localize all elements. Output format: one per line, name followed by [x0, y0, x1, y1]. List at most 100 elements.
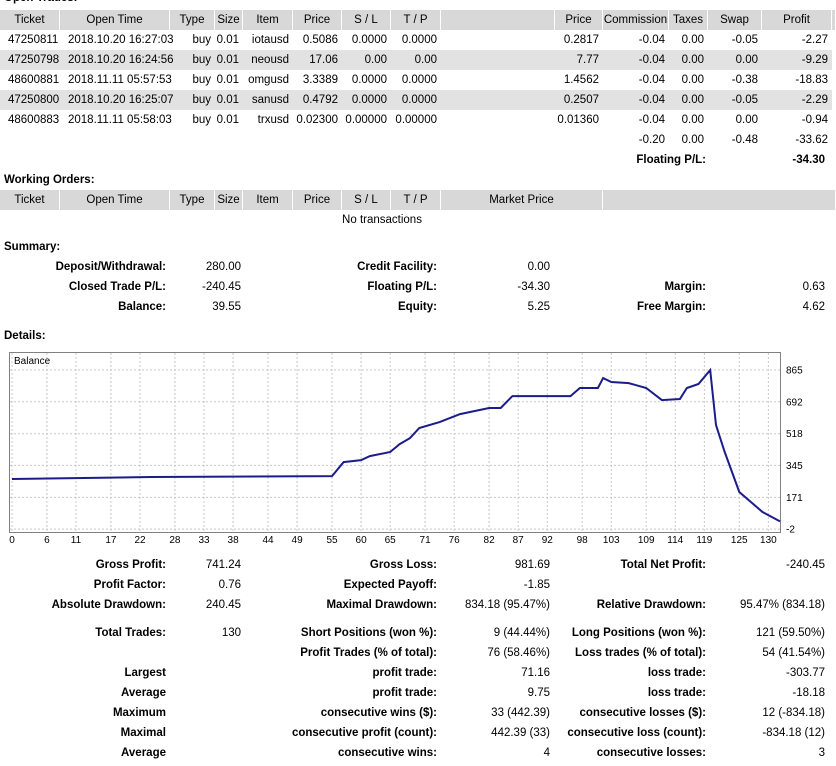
x-tick-label: 33 [198, 535, 210, 546]
total-cell: -0.20 [638, 134, 665, 146]
stat-label: Equity: [398, 301, 437, 313]
stat-value: 121 (59.50%) [755, 627, 825, 639]
header-blank [603, 190, 836, 210]
row-background [0, 90, 832, 110]
column-header: Price [293, 10, 342, 30]
stat-value: 4.62 [802, 301, 825, 313]
section-title: Summary: [4, 241, 61, 253]
table-cell: -9.29 [801, 54, 828, 66]
table-cell: 48600883 [8, 114, 60, 126]
table-cell: 0.01360 [557, 114, 599, 126]
stat-label: profit trade: [372, 667, 437, 679]
x-tick-label: 125 [731, 535, 748, 546]
x-tick-label: 38 [228, 535, 240, 546]
table-cell: 2018.10.20 16:25:07 [68, 94, 174, 106]
column-header: Profit [762, 10, 832, 30]
table-cell: 0.00 [681, 94, 704, 106]
table-cell: 0.01 [216, 114, 239, 126]
stat-label: Maximal Drawdown: [326, 599, 437, 611]
column-header: Swap [708, 10, 762, 30]
column-header: Item [243, 190, 293, 210]
balance-chart: 0 6 11 17 22 28 33 38 44 49 55 60 65 71 76 82 87 92 98 103 1… [9, 352, 803, 546]
table-cell: 0.00 [364, 54, 387, 66]
table-cell: 3.3389 [302, 74, 338, 86]
stat-value: 9 (44.44%) [493, 627, 550, 639]
table-cell: 0.00 [414, 54, 437, 66]
stat-value: 5.25 [527, 301, 550, 313]
x-tick-label: 119 [696, 535, 712, 546]
stat-label: Absolute Drawdown: [51, 599, 166, 611]
x-tick-label: 87 [513, 535, 525, 546]
x-tick-label: 6 [44, 535, 50, 546]
table-cell: -0.38 [731, 74, 758, 86]
stat-value: 12 (-834.18) [762, 707, 825, 719]
stat-label: consecutive losses: [596, 747, 706, 759]
row-background [0, 50, 832, 70]
total-cell: -33.62 [795, 134, 828, 146]
y-tick-label: -2 [786, 525, 795, 536]
column-header: Market Price [441, 190, 603, 210]
stat-value: 0.00 [527, 261, 550, 273]
table-cell: trxusd [257, 114, 289, 126]
x-tick-label: 11 [71, 535, 82, 546]
x-tick-label: 92 [542, 535, 554, 546]
stat-value: 71.16 [521, 667, 550, 679]
column-header: Ticket [0, 10, 60, 30]
stat-value: 280.00 [205, 261, 241, 273]
x-tick-label: 103 [603, 535, 620, 546]
table-cell: sanusd [251, 94, 289, 106]
stat-label: Closed Trade P/L: [68, 281, 166, 293]
table-cell: 0.02300 [296, 114, 338, 126]
stat-value: 0.76 [218, 579, 241, 591]
x-tick-label: 130 [760, 535, 777, 546]
header-blank [832, 10, 836, 30]
x-tick-label: 109 [638, 535, 655, 546]
empty-message: No transactions [342, 214, 422, 226]
stat-label: Balance: [118, 301, 166, 313]
stat-label: Short Positions (won %): [300, 627, 437, 639]
stat-label: loss trade: [647, 667, 706, 679]
table-cell: 0.00 [681, 74, 704, 86]
column-header: Size [215, 10, 243, 30]
table-cell: 2018.10.20 16:27:03 [68, 34, 174, 46]
plot-area [9, 352, 781, 533]
table-cell: -0.05 [731, 94, 758, 106]
stat-label: Expected Payoff: [343, 579, 437, 591]
stat-value: 442.39 (33) [491, 727, 550, 739]
stat-value: 981.69 [514, 559, 550, 571]
x-tick-label: 55 [326, 535, 338, 546]
stat-label: Loss trades (% of total): [575, 647, 706, 659]
column-header: Price [555, 10, 603, 30]
x-tick-label: 98 [577, 535, 589, 546]
stat-label: Margin: [664, 281, 706, 293]
column-header: Type [170, 190, 215, 210]
table-cell: 0.00 [681, 114, 704, 126]
x-tick-label: 44 [262, 535, 274, 546]
x-tick-label: 28 [169, 535, 181, 546]
stat-label: loss trade: [647, 687, 706, 699]
stat-label: Free Margin: [636, 301, 706, 313]
table-cell: 0.4792 [302, 94, 338, 106]
stat-value: 9.75 [527, 687, 550, 699]
x-tick-label: 22 [134, 535, 146, 546]
table-cell: 0.0000 [351, 74, 387, 86]
table-cell: -0.94 [801, 114, 828, 126]
table-cell: 2018.11.11 05:57:53 [68, 74, 172, 86]
x-tick-label: 60 [356, 535, 368, 546]
stat-value: 741.24 [205, 559, 241, 571]
table-cell: -2.27 [801, 34, 828, 46]
stat-value: 240.45 [205, 599, 241, 611]
x-tick-label: 82 [484, 535, 496, 546]
column-header: Size [215, 190, 243, 210]
stat-value: 130 [221, 627, 241, 639]
floating-label: Floating P/L: [636, 154, 706, 166]
stat-label: Deposit/Withdrawal: [55, 261, 166, 273]
y-tick-label: 518 [786, 429, 803, 440]
y-tick-label: 171 [786, 493, 803, 504]
stat-value: -834.18 (12) [762, 727, 825, 739]
x-tick-label: 65 [385, 535, 397, 546]
table-cell: 0.0000 [351, 34, 387, 46]
table-cell: 0.0000 [401, 74, 437, 86]
x-tick-label: 0 [9, 535, 15, 546]
